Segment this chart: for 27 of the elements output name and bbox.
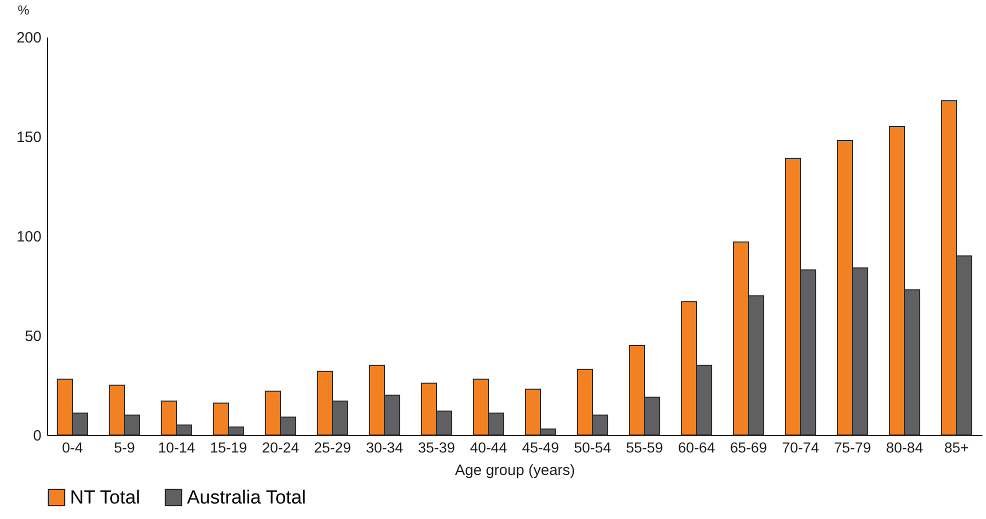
x-tick-label: 80-84 bbox=[886, 440, 924, 456]
y-tick-label: 200 bbox=[16, 30, 42, 46]
x-tick-label: 60-64 bbox=[678, 440, 716, 456]
x-tick-label: 55-59 bbox=[626, 440, 664, 456]
x-tick-label: 85+ bbox=[944, 440, 969, 456]
x-tick-label: 65-69 bbox=[730, 440, 768, 456]
x-tick-label: 30-34 bbox=[366, 440, 404, 456]
x-tick-label: 20-24 bbox=[262, 440, 300, 456]
x-tick-label: 75-79 bbox=[834, 440, 872, 456]
legend-label: Australia Total bbox=[187, 488, 306, 509]
y-tick-label: 100 bbox=[16, 228, 42, 246]
x-tick-label: 15-19 bbox=[210, 440, 248, 456]
y-axis-title: % bbox=[18, 2, 30, 18]
x-tick-label: 10-14 bbox=[158, 440, 196, 456]
x-axis-title: Age group (years) bbox=[454, 462, 576, 479]
x-tick-label: 50-54 bbox=[574, 440, 612, 456]
y-tick-label: 0 bbox=[33, 428, 42, 444]
x-tick-label: 5-9 bbox=[114, 440, 135, 456]
y-tick-label: 150 bbox=[16, 129, 42, 146]
x-tick-label: 0-4 bbox=[62, 440, 83, 456]
x-tick-label: 25-29 bbox=[314, 440, 352, 456]
legend-label: NT Total bbox=[70, 488, 140, 509]
x-tick-label: 35-39 bbox=[418, 440, 456, 456]
x-tick-label: 45-49 bbox=[522, 440, 560, 456]
x-tick-label: 70-74 bbox=[782, 440, 820, 456]
y-tick-label: 50 bbox=[24, 328, 42, 345]
x-tick-label: 40-44 bbox=[470, 440, 508, 456]
